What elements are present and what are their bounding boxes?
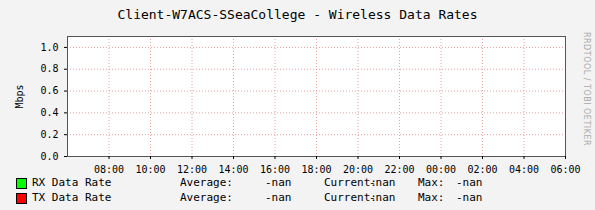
svg-text:0.4: 0.4 xyxy=(40,107,58,118)
svg-text:0.8: 0.8 xyxy=(40,63,58,74)
html-text:-nan: -nan xyxy=(265,191,292,204)
html-text:Current:: Current: xyxy=(324,191,377,204)
svg-text:02:00: 02:00 xyxy=(467,164,497,174)
svg-text:0.0: 0.0 xyxy=(40,151,58,162)
svg-text:Mbps: Mbps xyxy=(14,84,25,108)
html-text:Average:: Average: xyxy=(180,176,233,189)
html-text:-nan: -nan xyxy=(265,176,292,189)
svg-text:10:00: 10:00 xyxy=(135,164,165,174)
svg-text:18:00: 18:00 xyxy=(301,164,331,174)
html-text:RRDTOOL / TOBI OETIKER: RRDTOOL / TOBI OETIKER xyxy=(582,32,591,146)
html-text:RX Data Rate: RX Data Rate xyxy=(32,176,112,189)
svg-text:1.0: 1.0 xyxy=(40,42,58,53)
html-text:-nan: -nan xyxy=(456,176,483,189)
svg-text:08:00: 08:00 xyxy=(94,164,124,174)
svg-text:14:00: 14:00 xyxy=(218,164,248,174)
html-text:Max:: Max: xyxy=(418,176,445,189)
svg-text:0.2: 0.2 xyxy=(40,129,58,140)
svg-text:00:00: 00:00 xyxy=(426,164,456,174)
html-text:Current:: Current: xyxy=(324,176,377,189)
html-text:-nan: -nan xyxy=(456,191,483,204)
svg-text:20:00: 20:00 xyxy=(343,164,373,174)
svg-text:0.6: 0.6 xyxy=(40,85,58,96)
html-text:-nan: -nan xyxy=(369,191,396,204)
svg-text:22:00: 22:00 xyxy=(384,164,414,174)
svg-text:06:00: 06:00 xyxy=(550,164,580,174)
svg-text:16:00: 16:00 xyxy=(260,164,290,174)
html-text:Client-W7ACS-SSeaCollege - Wir: Client-W7ACS-SSeaCollege - Wireless Data… xyxy=(117,7,478,22)
html-text:Max:: Max: xyxy=(418,191,445,204)
html-text:TX Data Rate: TX Data Rate xyxy=(32,191,112,204)
svg-text:04:00: 04:00 xyxy=(509,164,539,174)
html-text:Average:: Average: xyxy=(180,191,233,204)
svg-text:12:00: 12:00 xyxy=(177,164,207,174)
html-text:-nan: -nan xyxy=(369,176,396,189)
